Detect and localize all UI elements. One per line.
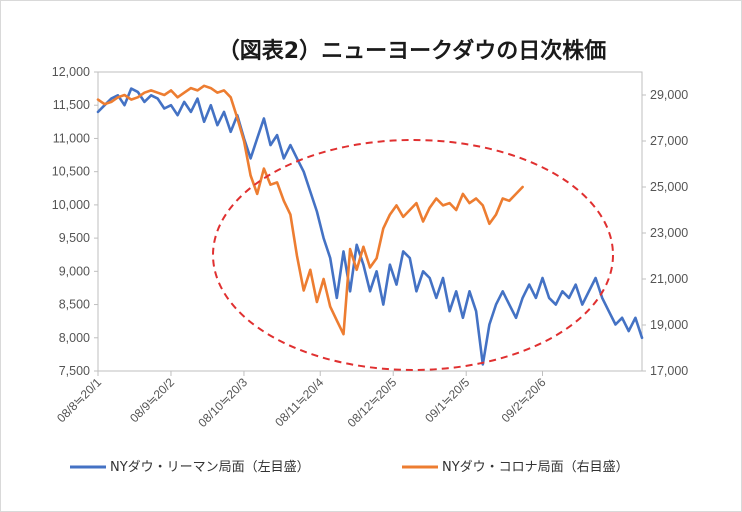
legend-label-1: NYダウ・コロナ局面（右目盛）: [442, 460, 629, 475]
y-left-tick-label: 12,000: [52, 65, 90, 79]
legend: NYダウ・リーマン局面（左目盛） NYダウ・コロナ局面（右目盛）: [70, 460, 629, 475]
y-right-tick-label: 17,000: [650, 364, 688, 378]
y-right-tick-label: 29,000: [650, 88, 688, 102]
y-left-tick-label: 9,500: [59, 231, 90, 245]
highlight-ellipse: [212, 139, 614, 371]
series-line-0: [96, 87, 644, 366]
y-left-tick-label: 11,500: [53, 98, 90, 112]
y-left-tick-label: 10,500: [52, 165, 90, 179]
legend-label-0: NYダウ・リーマン局面（左目盛）: [110, 460, 310, 475]
series-layer: [96, 84, 644, 366]
y-left-tick-label: 7,500: [59, 364, 90, 378]
chart-title: （図表2）ニューヨークダウの日次株価: [218, 38, 606, 64]
y-right-tick-label: 27,000: [650, 134, 688, 148]
y-right-tick-label: 25,000: [650, 180, 688, 194]
series-line-1: [96, 84, 524, 336]
y-left-tick-label: 8,500: [59, 298, 90, 312]
y-right-tick-label: 19,000: [650, 318, 688, 332]
y-left-tick-label: 8,000: [59, 331, 90, 345]
plot-area: [97, 71, 643, 372]
y-left-tick-label: 9,000: [59, 264, 90, 278]
y-right-tick-label: 23,000: [650, 226, 688, 240]
y-left-tick-label: 10,000: [52, 198, 90, 212]
y-left-tick-label: 11,000: [53, 131, 90, 145]
y-right-tick-label: 21,000: [650, 272, 688, 286]
